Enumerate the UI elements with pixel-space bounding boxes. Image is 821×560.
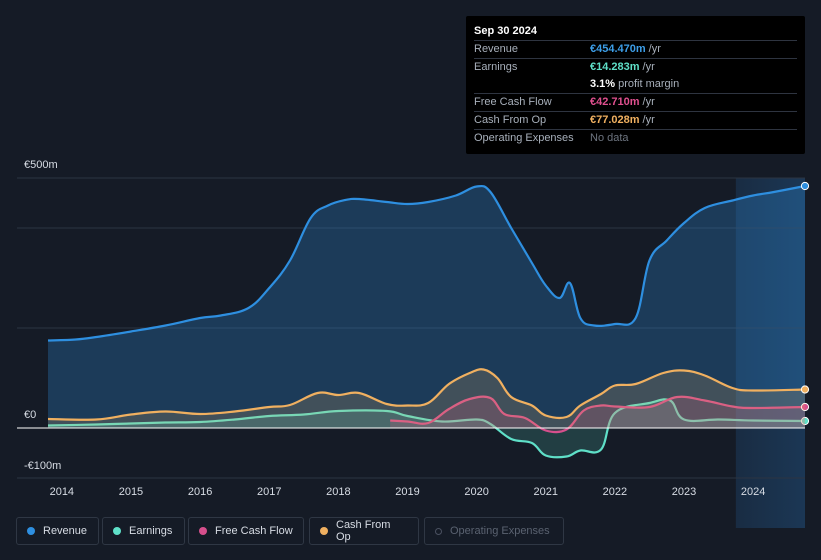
x-tick-label: 2016 [188,486,212,498]
tooltip-value: €42.710m [590,96,640,108]
tooltip-row: Cash From Op €77.028m/yr [474,111,797,129]
legend-dot-icon [113,527,121,535]
legend-label: Operating Expenses [450,525,550,537]
tooltip-date: Sep 30 2024 [474,25,537,37]
revenue-end-point [800,181,810,191]
x-tick-label: 2024 [741,486,765,498]
tooltip-value: €77.028m [590,114,640,126]
legend-item-earnings[interactable]: Earnings [102,517,185,545]
legend-item-free-cash-flow[interactable]: Free Cash Flow [188,517,304,545]
revenue-area [48,185,805,428]
legend-label: Revenue [43,525,88,537]
free-cash-flow-end-point [800,402,810,412]
x-tick-label: 2017 [257,486,281,498]
legend-dot-icon [199,527,207,535]
free-cash-flow-line [390,395,806,434]
x-tick-label: 2014 [50,486,74,498]
cash-from-op-end-point [800,385,810,394]
legend-dot-icon [27,527,35,535]
tooltip-label: Cash From Op [474,114,547,126]
legend-dot-icon [435,527,442,535]
free-cash-flow-area [390,396,805,433]
tooltip-row: Revenue €454.470m/yr [474,40,797,58]
tooltip-row: Earnings €14.283m/yr [474,58,797,76]
x-tick-label: 2020 [464,486,488,498]
x-tick-label: 2023 [672,486,696,498]
legend-label: Free Cash Flow [215,525,293,537]
tooltip-label: Revenue [474,43,519,55]
tooltip-unit: /yr [642,61,655,73]
tooltip-unit: /yr [642,96,655,108]
tooltip-nodata: No data [590,132,629,144]
forecast-highlight-band [735,178,805,528]
y-tick-label: €500m [24,159,58,171]
tooltip-row: Free Cash Flow €42.710m/yr [474,93,797,111]
tooltip-value: €14.283m [590,61,640,73]
cash-from-op-area [48,369,805,428]
tooltip-unit: profit margin [618,78,680,90]
legend-dot-icon [320,527,328,535]
earnings-area [48,399,805,458]
legend-item-operating-expenses[interactable]: Operating Expenses [424,517,564,545]
x-tick-label: 2015 [119,486,143,498]
x-tick-label: 2019 [395,486,419,498]
tooltip-row: 3.1% profit margin [474,76,797,93]
tooltip-label: Earnings [474,61,518,73]
earnings-line [47,398,806,459]
tooltip-unit: /yr [642,114,655,126]
cash-from-op-line [47,368,806,421]
tooltip-value: €454.470m [590,43,646,55]
tooltip-label: Operating Expenses [474,132,574,144]
x-tick-label: 2021 [534,486,558,498]
legend-label: Earnings [129,525,173,537]
legend-item-cash-from-op[interactable]: Cash From Op [309,517,419,545]
x-tick-label: 2018 [326,486,350,498]
x-tick-label: 2022 [603,486,627,498]
earnings-end-point [800,416,810,426]
legend-label: Cash From Op [336,519,391,543]
tooltip-label: Free Cash Flow [474,96,552,108]
tooltip-label [474,76,590,93]
plot-area: €500m €0 -€100m 2014 2015 2016 2017 2018 2019 202… [17,159,810,528]
y-tick-label: -€100m [24,460,61,472]
y-tick-label: €0 [24,409,36,421]
revenue-line [47,184,806,342]
legend-item-revenue[interactable]: Revenue [16,517,99,545]
tooltip-unit: /yr [648,43,661,55]
data-tooltip: Sep 30 2024 Revenue €454.470m/yr Earnings €… [466,16,805,154]
tooltip-row: Operating Expenses No data [474,129,797,147]
tooltip-value: 3.1% [590,78,616,90]
